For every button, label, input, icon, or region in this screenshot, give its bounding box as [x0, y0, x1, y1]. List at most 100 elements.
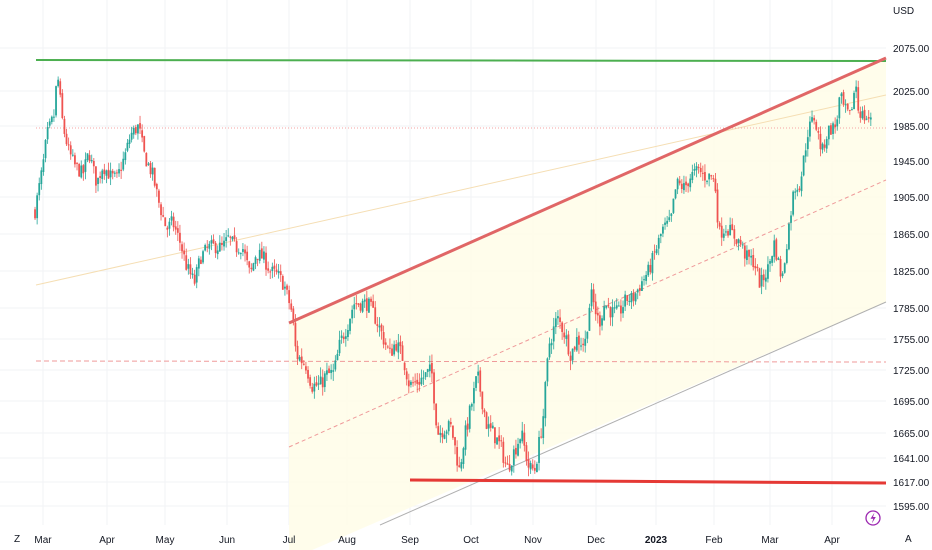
candle: [34, 206, 36, 221]
candle: [221, 236, 223, 251]
candle: [540, 428, 543, 439]
candle: [462, 446, 465, 469]
candle: [731, 218, 734, 231]
candle: [599, 311, 601, 336]
candle: [44, 139, 47, 163]
candle: [435, 403, 438, 429]
candle: [183, 242, 186, 261]
candle: [617, 301, 620, 307]
candle: [487, 416, 490, 437]
candle: [481, 391, 484, 415]
candle: [475, 376, 477, 392]
candle: [401, 341, 404, 361]
candle: [813, 115, 816, 125]
candle: [147, 162, 150, 166]
candle: [760, 267, 763, 295]
candle: [725, 225, 727, 236]
x-tick-label: 2023: [645, 535, 668, 546]
candle: [237, 248, 240, 255]
candle: [571, 348, 574, 365]
candle: [403, 362, 406, 376]
candle: [838, 96, 841, 124]
candle: [762, 269, 765, 287]
candle: [128, 134, 131, 149]
candle: [750, 249, 753, 266]
candle: [311, 382, 314, 394]
candle: [305, 361, 307, 374]
candle: [191, 267, 194, 279]
candle: [748, 249, 750, 265]
lightning-icon[interactable]: [865, 510, 881, 526]
candle: [521, 421, 524, 444]
candle: [208, 241, 211, 255]
candle: [212, 234, 215, 245]
candle: [538, 430, 540, 471]
candle: [636, 288, 639, 300]
candle: [376, 316, 379, 333]
candle: [197, 255, 200, 277]
candle: [569, 351, 572, 371]
x-tick-label: Sep: [401, 535, 419, 546]
candle: [733, 225, 736, 247]
candle: [634, 292, 637, 305]
candle: [573, 345, 576, 352]
candle: [714, 173, 717, 194]
timezone-corner-label[interactable]: Z: [14, 534, 20, 545]
candle: [134, 124, 137, 136]
candle: [550, 338, 553, 354]
candle: [783, 262, 786, 274]
candle: [823, 139, 826, 152]
candle: [80, 160, 83, 179]
y-tick-label: 2075.00: [893, 44, 930, 55]
candle: [809, 116, 811, 142]
candle: [317, 375, 320, 391]
candle: [355, 294, 358, 310]
candle: [231, 236, 234, 242]
candle: [260, 241, 263, 259]
candle: [162, 206, 165, 218]
candle: [65, 128, 68, 147]
candle: [840, 92, 843, 104]
candle: [59, 78, 62, 98]
candle: [691, 164, 694, 184]
candle: [819, 126, 822, 157]
y-axis: 2075.00 2025.00 1985.00 1945.00 1905.00 1865.…: [893, 44, 930, 513]
candle: [389, 338, 391, 354]
x-tick-label: Mar: [761, 535, 779, 546]
candle: [61, 89, 64, 120]
candle: [200, 256, 202, 265]
candle: [867, 110, 870, 123]
candle: [834, 117, 837, 134]
candle: [666, 215, 669, 227]
candle: [626, 294, 629, 306]
candle: [449, 417, 452, 428]
candle: [525, 441, 528, 466]
candle: [420, 369, 423, 386]
y-tick-label: 1595.00: [893, 502, 930, 513]
candle: [380, 323, 383, 340]
candle: [613, 301, 616, 314]
candle: [735, 239, 738, 246]
x-tick-label: Apr: [824, 535, 840, 546]
candle: [605, 305, 608, 310]
candle: [42, 153, 45, 176]
candle: [275, 263, 278, 275]
y-tick-label: 1755.00: [893, 335, 930, 346]
candle: [806, 129, 809, 157]
candle: [118, 163, 120, 177]
x-tick-label: Oct: [463, 535, 479, 546]
x-tick-label: Jun: [219, 535, 235, 546]
candle: [185, 248, 188, 271]
candle: [609, 306, 612, 326]
candle: [164, 217, 167, 227]
candle: [825, 136, 828, 153]
candle: [739, 235, 742, 247]
auto-scale-corner-label[interactable]: A: [905, 534, 912, 545]
candle: [779, 255, 782, 283]
candle: [796, 184, 799, 197]
candle: [603, 300, 606, 321]
candle: [689, 173, 692, 192]
y-tick-label: 1905.00: [893, 193, 930, 204]
candle: [515, 439, 517, 459]
